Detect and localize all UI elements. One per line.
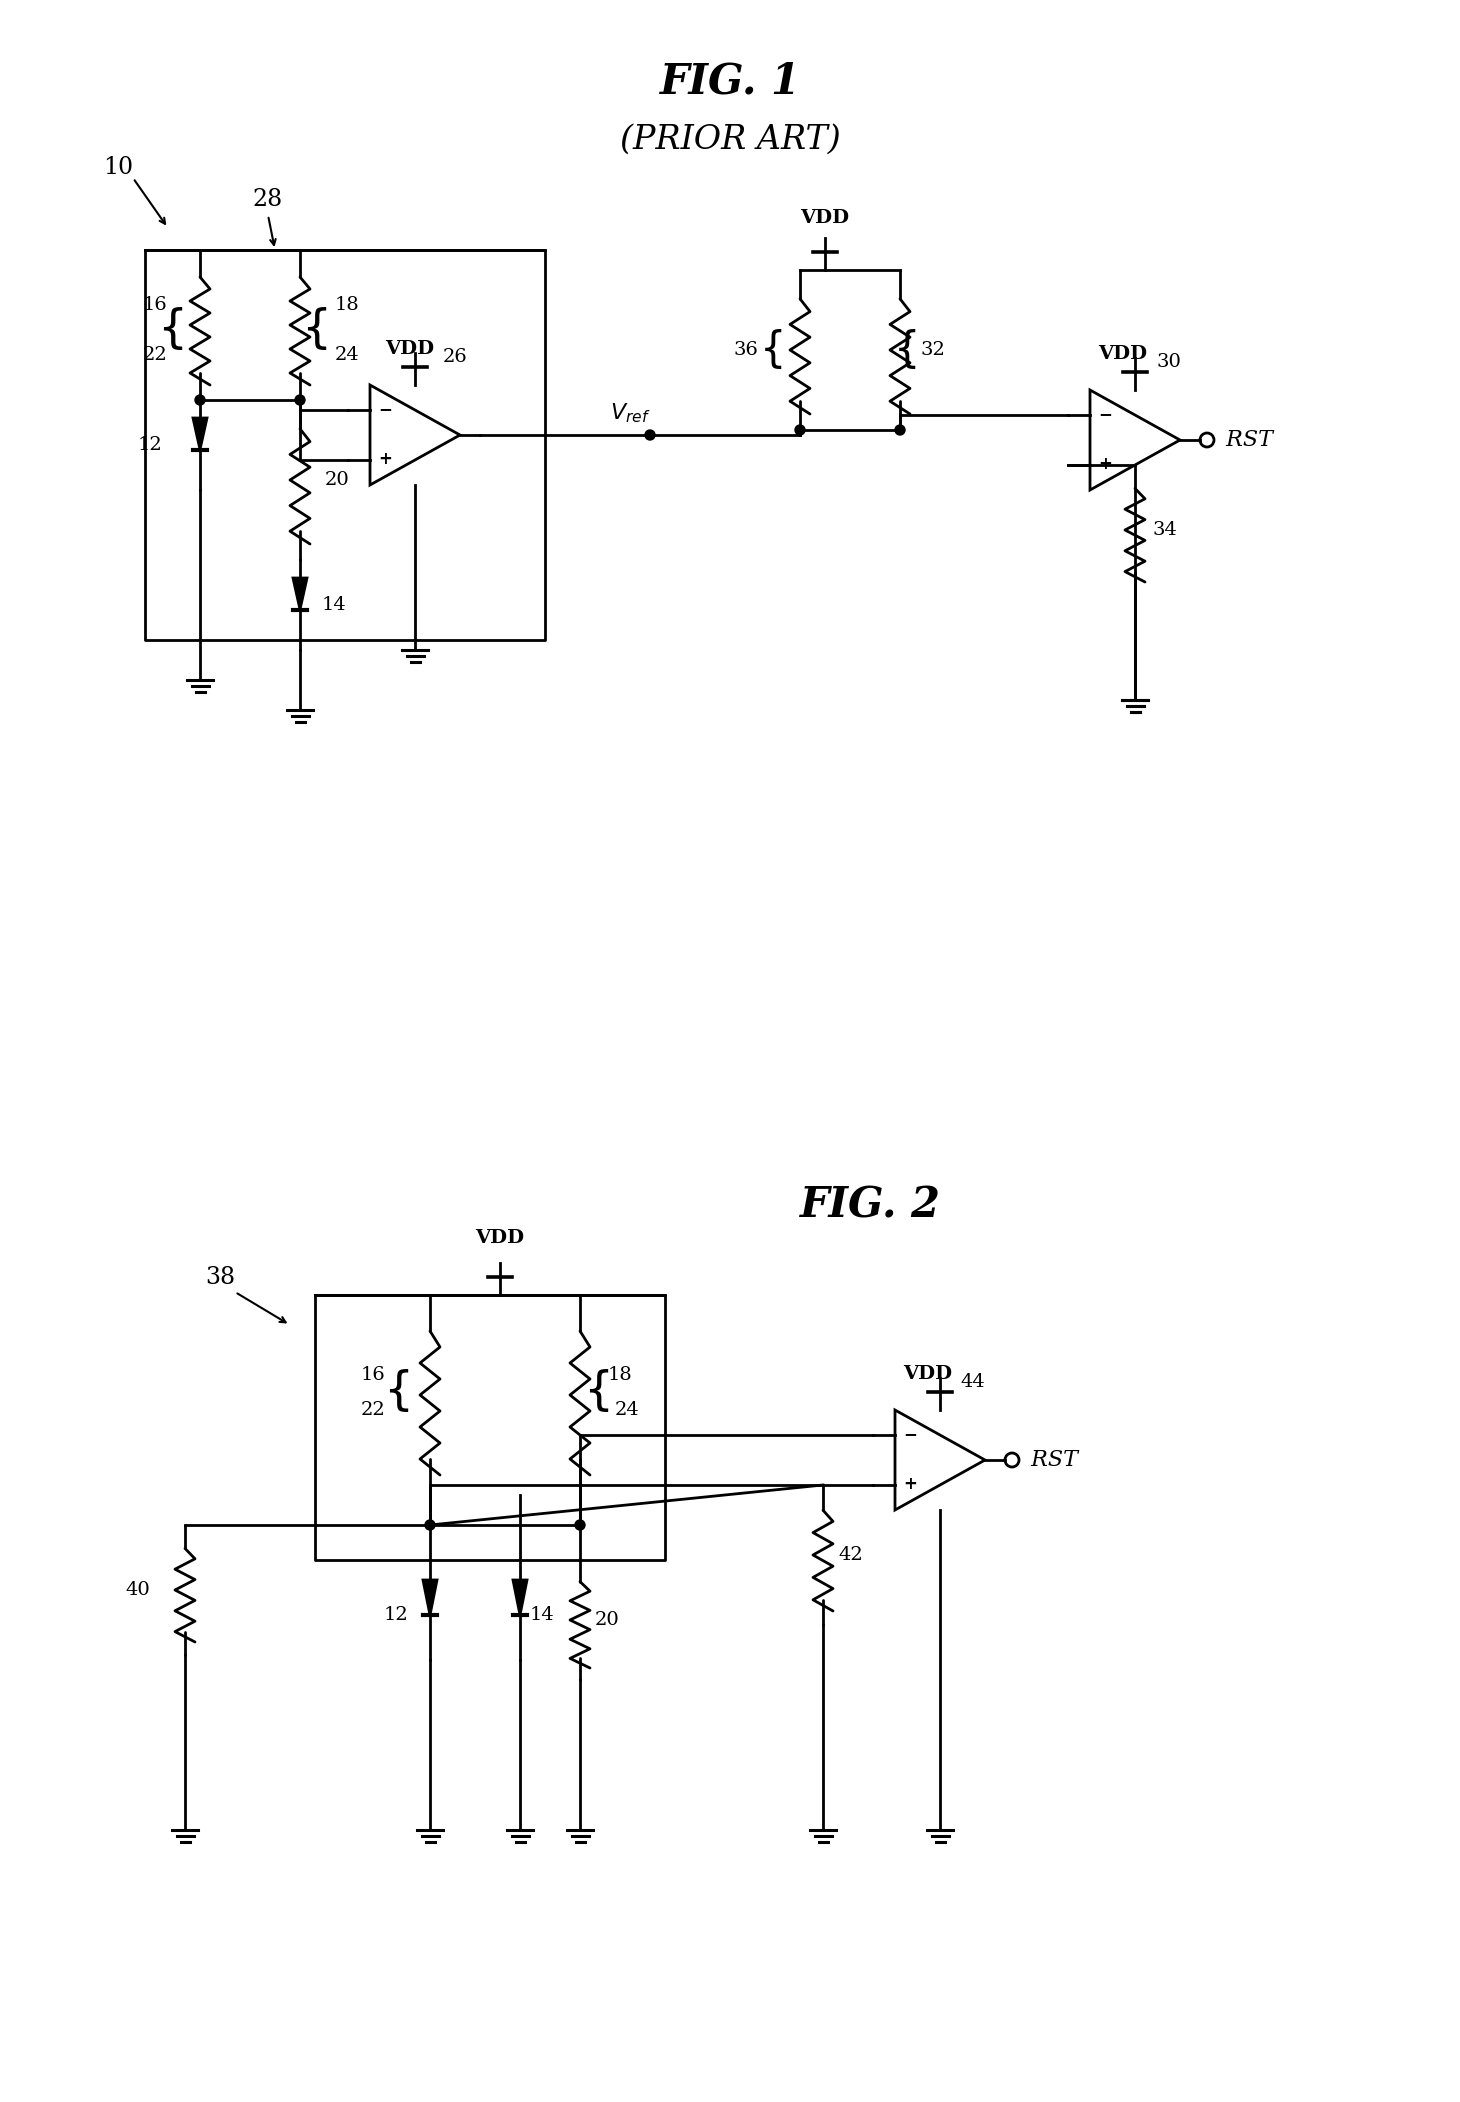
Text: 18: 18 [334,296,359,313]
Text: 22: 22 [361,1402,385,1419]
Text: −: − [902,1425,917,1442]
Text: 24: 24 [334,347,359,364]
Text: 30: 30 [1156,353,1183,370]
Text: 24: 24 [615,1402,639,1419]
Text: −: − [1098,406,1113,423]
Text: 36: 36 [733,341,758,359]
Text: 22: 22 [143,347,168,364]
Text: 12: 12 [383,1606,407,1625]
Text: VDD: VDD [1098,345,1148,364]
Text: 16: 16 [143,296,168,313]
Text: +: + [1098,454,1113,473]
Circle shape [796,425,804,435]
Text: {: { [301,307,331,353]
Circle shape [575,1520,585,1530]
Text: RST: RST [1219,429,1273,452]
Text: VDD: VDD [385,341,435,357]
Polygon shape [193,418,207,450]
Text: 16: 16 [361,1366,385,1383]
Text: (PRIOR ART): (PRIOR ART) [619,124,841,156]
Text: FIG. 2: FIG. 2 [800,1183,940,1225]
Text: 44: 44 [961,1373,984,1392]
Text: {: { [156,307,187,353]
Text: {: { [894,330,920,370]
Text: 14: 14 [323,597,347,614]
Text: 12: 12 [137,435,162,454]
Text: RST: RST [1023,1448,1077,1471]
Text: 20: 20 [326,471,350,490]
Text: 10: 10 [104,156,133,179]
Text: 34: 34 [1153,521,1178,538]
Text: −: − [378,399,391,418]
Circle shape [295,395,305,406]
Circle shape [425,1520,435,1530]
Text: VDD: VDD [904,1364,952,1383]
Text: 26: 26 [442,349,467,366]
Text: 20: 20 [596,1610,619,1629]
Text: VDD: VDD [476,1230,524,1246]
Text: 32: 32 [920,341,945,359]
Text: $V_{ref}$: $V_{ref}$ [610,401,651,425]
Polygon shape [423,1581,437,1614]
Polygon shape [512,1581,527,1614]
Circle shape [895,425,905,435]
Text: +: + [378,450,391,469]
Text: {: { [383,1371,413,1415]
Text: 38: 38 [204,1268,235,1289]
Text: FIG. 1: FIG. 1 [660,61,800,103]
Circle shape [196,395,204,406]
Text: {: { [759,330,787,370]
Text: {: { [583,1371,613,1415]
Polygon shape [293,578,307,610]
Text: 18: 18 [607,1366,632,1383]
Circle shape [645,431,656,439]
Text: 42: 42 [838,1545,863,1564]
Text: VDD: VDD [800,208,850,227]
Text: 40: 40 [126,1581,150,1600]
Text: 14: 14 [530,1606,555,1625]
Text: +: + [902,1476,917,1492]
Text: 28: 28 [253,189,283,212]
